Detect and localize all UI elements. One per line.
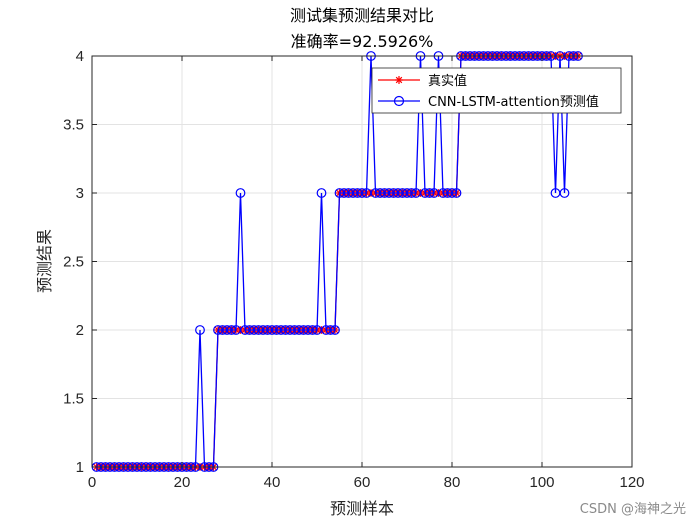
predicted-value-point — [447, 188, 457, 198]
predicted-value-point — [424, 188, 435, 198]
predicted-value-point — [406, 188, 417, 198]
chart-subtitle: 准确率=92.5926% — [291, 32, 434, 51]
predicted-value-point — [559, 188, 570, 198]
x-tick-label: 80 — [444, 474, 461, 491]
x-tick-label: 120 — [619, 474, 644, 491]
x-tick-label: 40 — [264, 474, 281, 491]
legend-circle-marker — [393, 95, 405, 107]
predicted-value-point — [235, 188, 246, 198]
legend-box — [371, 67, 622, 114]
x-tick-label: 20 — [174, 474, 191, 491]
y-tick-label: 2 — [76, 322, 84, 339]
grid-lines — [92, 56, 632, 467]
x-tick-label: 60 — [354, 474, 371, 491]
predicted-value-point — [195, 325, 205, 335]
y-tick-label: 3 — [76, 185, 84, 202]
y-tick-label: 4 — [76, 48, 84, 65]
legend-label-predicted: CNN-LSTM-attention预测值 — [428, 94, 599, 110]
predicted-value-point — [316, 188, 327, 198]
watermark-text: CSDN @海神之光 — [580, 502, 686, 517]
x-tick-label: 100 — [529, 474, 554, 491]
predicted-value-point — [357, 188, 367, 198]
y-axis-label: 预测结果 — [35, 229, 54, 293]
predicted-value-point — [330, 325, 340, 335]
chart-title: 测试集预测结果对比 — [290, 6, 434, 25]
legend-asterisk-marker — [395, 76, 403, 84]
predicted-value-point — [226, 325, 237, 335]
x-axis-label: 预测样本 — [330, 499, 394, 518]
x-tick-label: 0 — [88, 474, 96, 491]
y-tick-label: 3.5 — [63, 117, 84, 134]
y-tick-label: 1.5 — [63, 391, 84, 408]
legend-label-true: 真实值 — [428, 73, 467, 89]
y-tick-label: 2.5 — [63, 254, 84, 271]
predicted-value-point — [451, 188, 462, 198]
predicted-value-point — [325, 325, 336, 335]
legend: 真实值 CNN-LSTM-attention预测值 — [371, 67, 622, 114]
y-tick-label: 1 — [76, 459, 84, 476]
predicted-value-point — [307, 325, 318, 335]
axis-ticks: 0 20 40 60 80 100 120 1 1.5 2 2.5 3 3.5 4 — [63, 48, 644, 491]
